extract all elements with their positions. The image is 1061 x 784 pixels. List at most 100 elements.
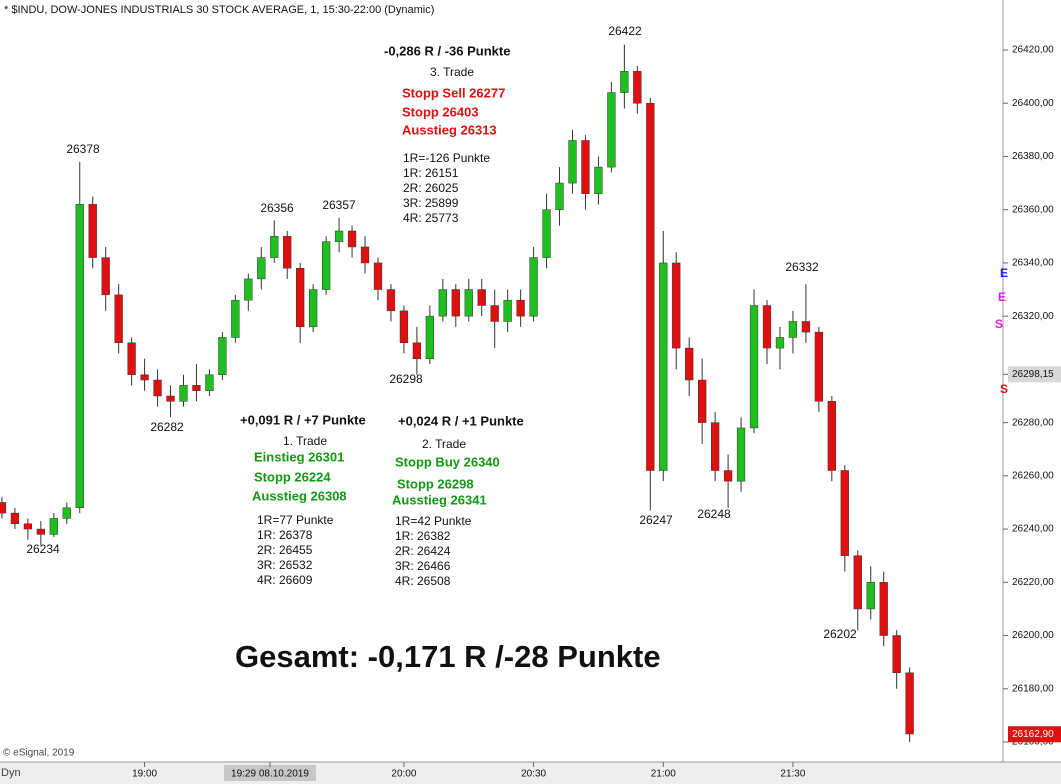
candle-body [464, 289, 473, 317]
candle-body [840, 470, 849, 556]
trade2-r: 1R=42 Punkte [395, 514, 472, 528]
trade1-r1: 1R: 26378 [257, 528, 313, 542]
candle-body [166, 395, 175, 402]
candle-body [321, 241, 331, 290]
y-tick-label: 26340,00 [1012, 258, 1054, 269]
trade3-r: 1R=-126 Punkte [403, 151, 490, 165]
trade3-title: 3. Trade [430, 65, 474, 79]
candle-body [36, 528, 45, 535]
peak-label: 26357 [322, 198, 356, 212]
plot [0, 44, 914, 742]
candle-body [879, 582, 888, 636]
candle-body [736, 427, 746, 482]
candle-body [892, 635, 901, 674]
candle-body [360, 246, 370, 264]
candle-body [23, 523, 33, 530]
peak-label: 26378 [66, 142, 100, 156]
trade3-result: -0,286 R / -36 Punkte [384, 43, 510, 58]
candle-body [425, 315, 434, 359]
candle-body [477, 289, 486, 306]
candle-body [127, 342, 136, 375]
candle-body [659, 262, 668, 471]
candle-body [205, 374, 214, 391]
y-tick-label: 26320,00 [1012, 311, 1054, 322]
total-result: Gesamt: -0,171 R /-28 Punkte [235, 639, 661, 674]
x-tick-label: 19:29 08.10.2019 [231, 769, 309, 780]
trade3-r3: 3R: 25899 [403, 196, 459, 210]
candle-body [309, 289, 318, 328]
peak-label: 26332 [785, 260, 819, 274]
candle-body [412, 342, 422, 359]
candle-body [192, 385, 201, 391]
candle-body [685, 347, 694, 381]
trade3-entry: Stopp Sell 26277 [402, 85, 505, 100]
x-tick-label: 20:30 [521, 769, 546, 780]
candle-body [542, 209, 551, 258]
candle-body [762, 305, 772, 349]
candle-body [283, 236, 292, 269]
peak-label: 26282 [150, 420, 184, 434]
peak-label: 26248 [697, 507, 731, 521]
candle-body [347, 230, 357, 248]
candle-body [296, 267, 305, 328]
y-tick-label: 26220,00 [1012, 577, 1054, 588]
candle-body [555, 182, 564, 210]
trade1-r4: 4R: 26609 [257, 573, 313, 587]
trade1-r: 1R=77 Punkte [257, 513, 334, 527]
candle-body [101, 257, 110, 296]
trade2-r4: 4R: 26508 [395, 574, 451, 588]
candle-body [244, 278, 253, 301]
peak-label: 26247 [639, 513, 673, 527]
trade3-exit: Ausstieg 26313 [402, 122, 497, 137]
side-letter: E [998, 290, 1006, 304]
peak-label: 26202 [823, 627, 857, 641]
trade2-r3: 3R: 26466 [395, 559, 451, 573]
trade2-r1: 1R: 26382 [395, 529, 451, 543]
candle-body [672, 262, 681, 349]
trade1-title: 1. Trade [283, 434, 327, 448]
peak-label: 26298 [389, 372, 423, 386]
x-tick-label: 20:00 [391, 769, 416, 780]
candle-body [503, 299, 512, 322]
candle-body [775, 337, 785, 349]
crosshair-x-box [223, 765, 316, 781]
y-tick-label: 26240,00 [1012, 524, 1054, 535]
candle-body [853, 555, 862, 610]
side-letter: S [995, 317, 1003, 331]
candle-body [10, 512, 20, 524]
x-tick-label: 21:00 [651, 769, 676, 780]
candle-body [905, 672, 914, 735]
trade2-exit: Ausstieg 26341 [392, 492, 487, 507]
candle-body [827, 401, 836, 471]
footer: © eSignal, 2019 [3, 748, 75, 759]
candle-body [529, 257, 538, 317]
candle-body [814, 331, 824, 402]
y-tick-label: 26280,00 [1012, 417, 1054, 428]
candle-body [646, 102, 655, 471]
candle-body [49, 518, 58, 535]
last-price-box [1008, 726, 1061, 743]
trade2-r2: 2R: 26424 [395, 544, 451, 558]
trade3-r1: 1R: 26151 [403, 166, 459, 180]
trade1-r3: 3R: 26532 [257, 558, 313, 572]
candle-body [438, 289, 447, 317]
candle-body [114, 294, 123, 344]
side-letter: E [1000, 266, 1008, 280]
candle-body [231, 299, 240, 338]
trade1-entry: Einstieg 26301 [254, 449, 344, 464]
candle-body [451, 289, 460, 317]
trade3-r4: 4R: 25773 [403, 211, 459, 225]
candle-body [62, 507, 71, 519]
trade2-entry: Stopp Buy 26340 [395, 454, 500, 469]
candle-body [723, 470, 733, 482]
y-tick-label: 26380,00 [1012, 151, 1054, 162]
crosshair-y-box [1008, 366, 1061, 383]
x-tick-label: 21:30 [780, 769, 805, 780]
candle-body [594, 166, 603, 194]
candle-body [490, 305, 499, 322]
candle-body [373, 262, 383, 290]
last-price-label: 26162,90 [1012, 729, 1054, 740]
candle-body [607, 92, 616, 168]
trade1-result: +0,091 R / +7 Punkte [240, 412, 366, 427]
